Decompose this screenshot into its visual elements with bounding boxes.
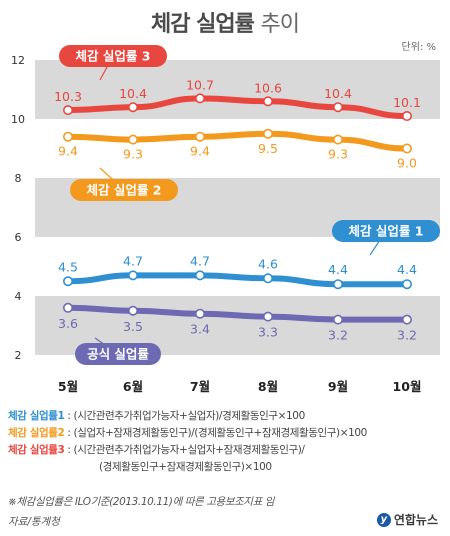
x-tick-label: 10월 — [393, 379, 422, 394]
data-label: 10.6 — [254, 80, 282, 95]
data-label: 4.7 — [190, 253, 210, 268]
definition-1-key: 체감 실업률1 — [8, 410, 65, 422]
data-label: 9.3 — [328, 147, 348, 162]
y-tick-label: 2 — [15, 349, 22, 362]
brand-mark-icon: y — [376, 512, 391, 527]
data-point — [128, 305, 139, 316]
definition-3-key: 체감 실업률3 — [8, 444, 65, 456]
data-label: 3.5 — [123, 319, 143, 334]
data-label: 4.5 — [58, 259, 78, 274]
definitions: 체감 실업률1 : (시간관련추가취업가능자+실업자)/경제활동인구×100 체… — [8, 408, 444, 476]
data-point — [195, 308, 206, 319]
data-label: 3.3 — [258, 325, 278, 340]
data-label: 4.4 — [397, 262, 417, 277]
data-label: 3.2 — [328, 328, 348, 343]
data-point — [195, 93, 206, 104]
legend-pill-3 — [75, 343, 161, 365]
data-point — [401, 143, 412, 154]
data-point — [332, 134, 343, 145]
data-label: 10.4 — [119, 86, 147, 101]
definition-1: 체감 실업률1 : (시간관련추가취업가능자+실업자)/경제활동인구×100 — [8, 408, 444, 425]
series-line-1 — [65, 130, 410, 152]
y-tick-label: 12 — [11, 54, 25, 67]
data-point — [128, 270, 139, 281]
data-point — [62, 131, 73, 142]
legend-label-1: 체감 실업률 2 — [87, 183, 162, 198]
data-label: 4.7 — [123, 253, 143, 268]
data-point — [195, 270, 206, 281]
brand-logo: y 연합뉴스 — [376, 511, 438, 528]
data-point — [332, 102, 343, 113]
legend-pill-1 — [70, 179, 178, 201]
chart-title: 체감 실업률 추이 — [0, 6, 450, 38]
brand-name: 연합뉴스 — [393, 513, 438, 527]
definition-2: 체감 실업률2 : (실업자+잠재경제활동인구)/(경제활동인구+잠재경제활동인… — [8, 425, 444, 442]
title-bold: 체감 실업률 — [150, 12, 255, 37]
x-tick-label: 7월 — [190, 379, 210, 394]
unit-label: 단위: % — [401, 42, 436, 53]
data-label: 9.0 — [397, 156, 417, 171]
definition-3: 체감 실업률3 : (시간관련추가취업가능자+실업자+잠재경제활동인구)/ — [8, 442, 444, 459]
data-point — [401, 111, 412, 122]
definition-1-text: : (시간관련추가취업가능자+실업자)/경제활동인구×100 — [67, 410, 305, 422]
data-label: 10.3 — [54, 89, 82, 104]
legend-pill-0 — [59, 45, 167, 67]
legend-label-3: 공식 실업률 — [87, 347, 149, 362]
data-point — [401, 314, 412, 325]
data-point — [62, 105, 73, 116]
data-label: 3.4 — [190, 322, 210, 337]
data-point — [128, 102, 139, 113]
definition-3-text: : (시간관련추가취업가능자+실업자+잠재경제활동인구)/ — [67, 444, 305, 456]
source: 자료/통계청 — [8, 516, 60, 528]
x-tick-label: 9월 — [328, 379, 348, 394]
data-label: 4.6 — [258, 256, 278, 271]
data-label: 4.4 — [328, 262, 348, 277]
x-tick-label: 5월 — [58, 379, 78, 394]
legend-pill-2 — [332, 220, 440, 242]
data-point — [332, 314, 343, 325]
footnote: ※체감실업률은 ILO기준(2013.10.11)에 따른 고용보조지표 임 — [8, 496, 275, 508]
y-tick-label: 4 — [15, 290, 22, 303]
data-label: 9.5 — [258, 141, 278, 156]
legend-label-0: 체감 실업률 3 — [76, 49, 151, 64]
data-point — [262, 273, 273, 284]
x-tick-label: 8월 — [258, 379, 278, 394]
data-point — [262, 96, 273, 107]
data-point — [262, 128, 273, 139]
title-light: 추이 — [260, 12, 300, 37]
series-line-0 — [65, 95, 410, 120]
y-tick-label: 8 — [15, 172, 22, 185]
data-point — [332, 279, 343, 290]
x-tick-label: 6월 — [123, 379, 143, 394]
data-label: 3.6 — [58, 316, 78, 331]
data-point — [128, 134, 139, 145]
definition-2-text: : (실업자+잠재경제활동인구)/(경제활동인구+잠재경제활동인구)×100 — [67, 427, 367, 439]
y-tick-label: 10 — [11, 113, 25, 126]
data-point — [62, 276, 73, 287]
data-label: 10.4 — [324, 86, 352, 101]
data-point — [401, 279, 412, 290]
data-label: 10.7 — [186, 77, 214, 92]
data-point — [262, 311, 273, 322]
data-point — [62, 302, 73, 313]
data-label: 3.2 — [397, 328, 417, 343]
data-point — [195, 131, 206, 142]
data-label: 9.3 — [123, 147, 143, 162]
y-tick-label: 6 — [15, 231, 22, 244]
definition-3-text-cont: (경제활동인구+잠재경제활동인구)×100 — [99, 461, 272, 473]
legend-label-2: 체감 실업률 1 — [349, 224, 424, 239]
series-line-3 — [65, 304, 410, 323]
definition-2-key: 체감 실업률2 — [8, 427, 65, 439]
data-label: 9.4 — [58, 144, 78, 159]
series-line-2 — [65, 272, 410, 288]
data-label: 9.4 — [190, 144, 210, 159]
data-label: 10.1 — [393, 95, 421, 110]
